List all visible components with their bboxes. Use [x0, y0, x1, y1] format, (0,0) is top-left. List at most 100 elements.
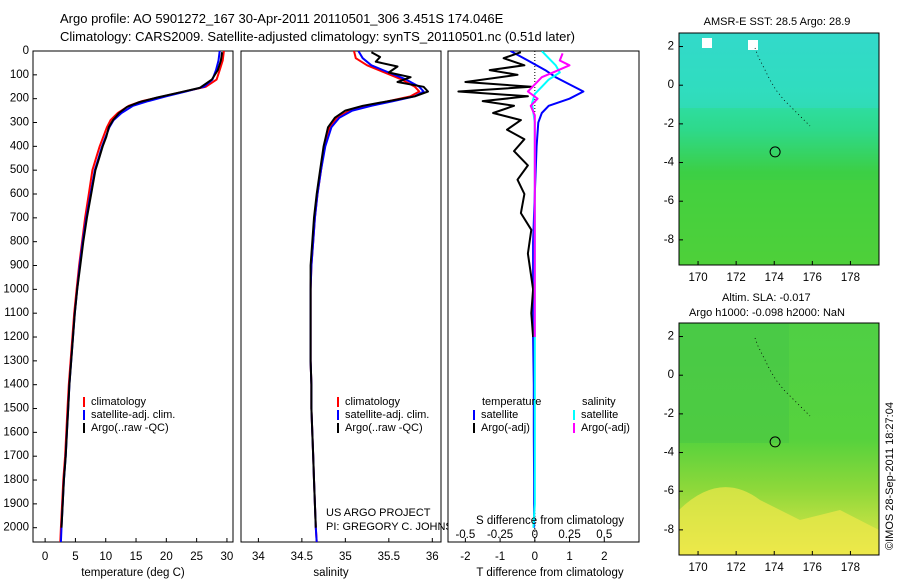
- sst-warm-pool: [679, 33, 879, 108]
- s-difference-tick-label: -0.5: [455, 529, 475, 541]
- sla-high-region: [679, 487, 879, 555]
- s-difference-tick-label: 0.25: [558, 529, 580, 541]
- temperature-axes-box: [32, 50, 234, 543]
- legend-climatology: climatology: [91, 396, 147, 408]
- lon-tick-label: 178: [841, 562, 860, 574]
- temperature-x-axis: 0 5 10 15 20 25 30: [42, 538, 233, 563]
- lat-tick-label: -8: [664, 234, 674, 246]
- sst-map: AMSR-E SST: 28.5 Argo: 28.9 170 172 174 176…: [664, 16, 880, 284]
- lat-tick-label: -6: [664, 195, 674, 207]
- sst-islands: [754, 47, 811, 127]
- depth-tick-label: 2000: [3, 522, 29, 534]
- sla-map-subtitle: Argo h1000: -0.098 h2000: NaN: [689, 307, 845, 319]
- temperature-x-tick-label: 10: [99, 551, 112, 563]
- salinity-x-tick-label: 36: [426, 551, 439, 563]
- credit-pi: PI: GREGORY C. JOHNSON: [326, 521, 469, 533]
- sst-south-field: [679, 180, 879, 265]
- t-difference-x-tick-label: -1: [495, 551, 505, 563]
- depth-tick-label: 1900: [3, 498, 29, 510]
- s-difference-axis-label: S difference from climatology: [476, 515, 624, 527]
- salinity-legend: climatology satellite-adj. clim. Argo(..…: [337, 396, 429, 434]
- depth-tick-label: 1300: [3, 355, 29, 367]
- sla-lat-axis: 2 0 -2 -4 -6 -8: [664, 331, 683, 536]
- difference-legend: temperature salinity satellite Argo(-adj…: [473, 396, 630, 434]
- sst-lon-axis: 170 172 174 176 178: [688, 261, 860, 284]
- series-line-argo-raw-qc: [60, 52, 224, 528]
- sst-map-title: AMSR-E SST: 28.5 Argo: 28.9: [704, 16, 851, 28]
- lon-tick-label: 174: [765, 562, 785, 574]
- depth-tick-label: 100: [10, 69, 29, 81]
- legend-t-argo: Argo(-adj): [481, 422, 530, 434]
- depth-tick-label: 1800: [3, 474, 29, 486]
- depth-tick-label: 1500: [3, 403, 29, 415]
- legend-s-satellite: satellite: [581, 409, 618, 421]
- depth-tick-label: 500: [10, 164, 29, 176]
- sst-missing-data: [702, 38, 712, 48]
- sst-map-frame: [678, 32, 880, 266]
- depth-tick-label: 800: [10, 236, 29, 248]
- lat-tick-label: -2: [664, 118, 674, 130]
- depth-tick-label: 0: [23, 45, 29, 57]
- lon-tick-label: 174: [765, 272, 785, 284]
- depth-tick-label: 1200: [3, 331, 29, 343]
- depth-tick-label: 1100: [4, 307, 29, 319]
- depth-tick-label: 1700: [3, 450, 29, 462]
- figure-title-line2: Climatology: CARS2009. Satellite-adjuste…: [60, 29, 575, 44]
- sla-lon-axis: 170 172 174 176 178: [688, 551, 860, 574]
- s-difference-tick-label: 0.5: [596, 529, 612, 541]
- temperature-panel: 0100200300400500600700800900100011001200…: [3, 45, 234, 579]
- lat-tick-label: -8: [664, 524, 674, 536]
- depth-tick-label: 200: [10, 93, 29, 105]
- lon-tick-label: 170: [688, 562, 707, 574]
- legend-climatology: climatology: [345, 396, 401, 408]
- lat-tick-label: 0: [668, 79, 674, 91]
- legend-temperature-title: temperature: [482, 396, 541, 408]
- temperature-legend: climatology satellite-adj. clim. Argo(..…: [83, 396, 175, 434]
- lon-tick-label: 172: [727, 272, 746, 284]
- salinity-panel: 34 34.5 35 35.5 36 salinity climatology sate…: [240, 50, 469, 579]
- sla-low-region: [679, 323, 789, 443]
- series-line-s-argo-adj: [526, 53, 571, 337]
- figure-title-line1: Argo profile: AO 5901272_167 30-Apr-2011…: [60, 11, 504, 26]
- temperature-axis-label: temperature (deg C): [81, 567, 185, 579]
- lon-tick-label: 176: [803, 272, 822, 284]
- argo-location-marker: [769, 436, 781, 448]
- salinity-x-tick-label: 34: [252, 551, 265, 563]
- sla-map-title: Altim. SLA: -0.017: [722, 292, 811, 304]
- argo-location-marker: [769, 146, 781, 158]
- depth-tick-label: 1000: [3, 283, 29, 295]
- lat-tick-label: -4: [664, 157, 675, 169]
- lat-tick-label: 0: [668, 369, 674, 381]
- salinity-x-tick-label: 35: [339, 551, 352, 563]
- legend-argo: Argo(..raw -QC): [345, 422, 423, 434]
- temperature-x-tick-label: 15: [130, 551, 143, 563]
- sst-lat-axis: 2 0 -2 -4 -6 -8: [664, 41, 683, 246]
- legend-argo: Argo(..raw -QC): [91, 422, 169, 434]
- lon-tick-label: 176: [803, 562, 822, 574]
- t-difference-x-tick-label: 0: [532, 551, 538, 563]
- sla-islands: [754, 337, 811, 417]
- credit-project: US ARGO PROJECT: [326, 507, 431, 519]
- temperature-x-tick-label: 30: [221, 551, 234, 563]
- salinity-x-axis: 34 34.5 35 35.5 36: [252, 538, 439, 563]
- lon-tick-label: 172: [727, 562, 746, 574]
- salinity-axis-label: salinity: [313, 567, 348, 579]
- t-difference-axis-label: T difference from climatology: [476, 567, 623, 579]
- series-line-argo-raw-qc: [309, 51, 429, 528]
- legend-satellite-adj: satellite-adj. clim.: [91, 409, 175, 421]
- legend-salinity-title: salinity: [582, 396, 616, 408]
- temperature-x-tick-label: 20: [160, 551, 173, 563]
- salinity-x-tick-label: 35.5: [378, 551, 400, 563]
- lat-tick-label: -4: [664, 447, 675, 459]
- sla-map-frame: [678, 322, 880, 556]
- temperature-x-tick-label: 25: [190, 551, 203, 563]
- legend-s-argo: Argo(-adj): [581, 422, 630, 434]
- temperature-x-tick-label: 0: [42, 551, 48, 563]
- lon-tick-label: 178: [841, 272, 860, 284]
- sst-missing-data: [748, 40, 758, 50]
- depth-tick-label: 700: [10, 212, 29, 224]
- series-line-t-argo-adj: [457, 51, 535, 338]
- difference-axes-box: [447, 50, 640, 543]
